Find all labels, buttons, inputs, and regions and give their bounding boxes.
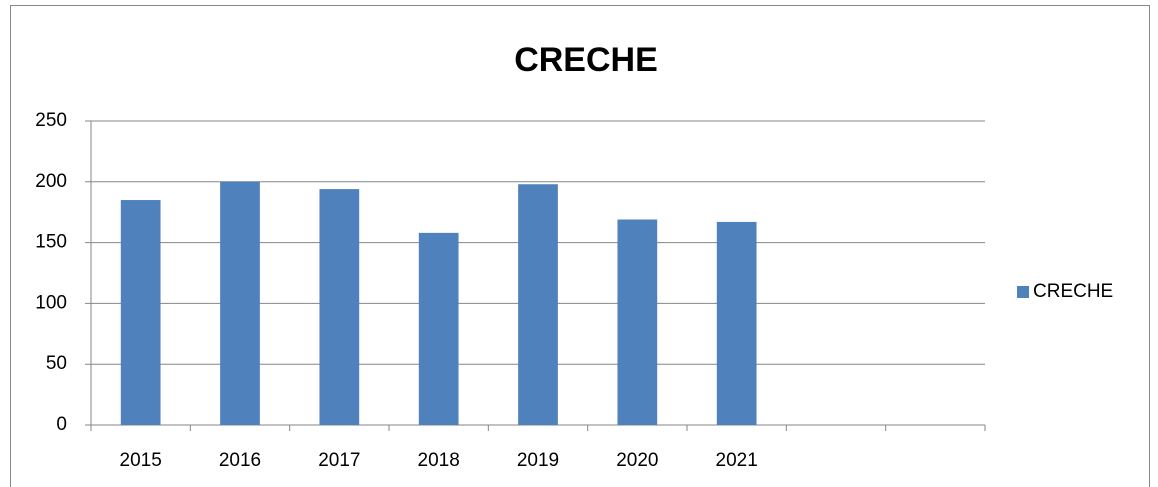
bar (319, 189, 360, 425)
y-tick-label: 200 (35, 171, 67, 192)
legend-swatch (1017, 286, 1029, 298)
chart-border (10, 5, 1150, 487)
chart-title: CRECHE (514, 41, 658, 79)
x-tick-label: 2018 (418, 450, 460, 471)
x-tick-label: 2015 (120, 450, 162, 471)
bar (120, 200, 161, 425)
x-tick-label: 2020 (616, 450, 658, 471)
y-tick-label: 150 (35, 232, 67, 253)
x-tick-label: 2016 (219, 450, 261, 471)
bar (518, 184, 558, 425)
legend-label: CRECHE (1033, 281, 1113, 302)
bar (617, 219, 658, 425)
x-tick-label: 2019 (517, 450, 559, 471)
bar (716, 221, 757, 425)
bar (220, 181, 260, 425)
y-tick-label: 50 (46, 353, 67, 374)
y-tick-label: 100 (35, 292, 67, 313)
y-tick-label: 250 (35, 110, 67, 131)
x-tick-label: 2017 (318, 450, 360, 471)
bar (418, 232, 459, 425)
y-tick-label: 0 (56, 414, 67, 435)
x-tick-label: 2021 (716, 450, 758, 471)
